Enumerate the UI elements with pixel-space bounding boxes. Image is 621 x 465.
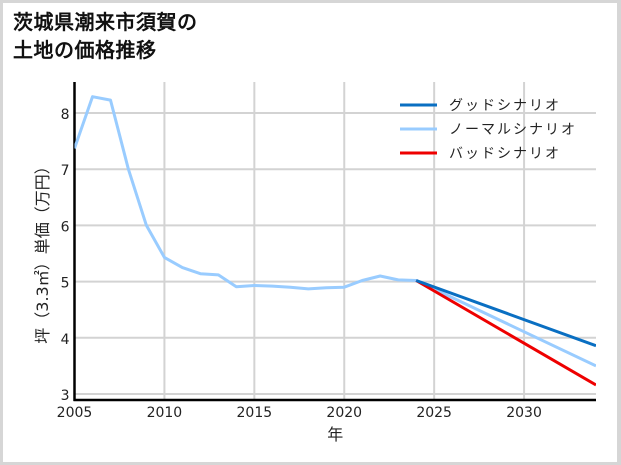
series-line-2 [415, 279, 596, 387]
y-tick-label: 3 [61, 388, 70, 404]
x-tick-label: 2030 [506, 405, 542, 421]
y-tick-label: 6 [61, 219, 70, 235]
x-tick-label: 2025 [416, 405, 452, 421]
legend-label: グッドシナリオ [449, 98, 561, 114]
series-line-1 [74, 95, 596, 368]
y-tick-label: 5 [61, 276, 70, 292]
y-tick-label: 7 [61, 163, 70, 179]
x-axis-label: 年 [327, 425, 343, 444]
x-tick-label: 2010 [147, 405, 183, 421]
y-axis-label: 坪（3.3㎡）単価（万円） [33, 158, 52, 343]
grid [74, 82, 596, 400]
x-tick-label: 2005 [57, 405, 93, 421]
series-line-0 [415, 279, 596, 348]
x-tick-label: 2015 [237, 405, 273, 421]
legend-label: バッドシナリオ [449, 146, 561, 162]
x-tick-label: 2020 [326, 405, 362, 421]
chart-title: 茨城県潮来市須賀の 土地の価格推移 [13, 10, 198, 62]
y-tick-label: 4 [61, 332, 70, 348]
legend-label: ノーマルシナリオ [449, 122, 577, 138]
y-tick-label: 8 [61, 107, 70, 123]
